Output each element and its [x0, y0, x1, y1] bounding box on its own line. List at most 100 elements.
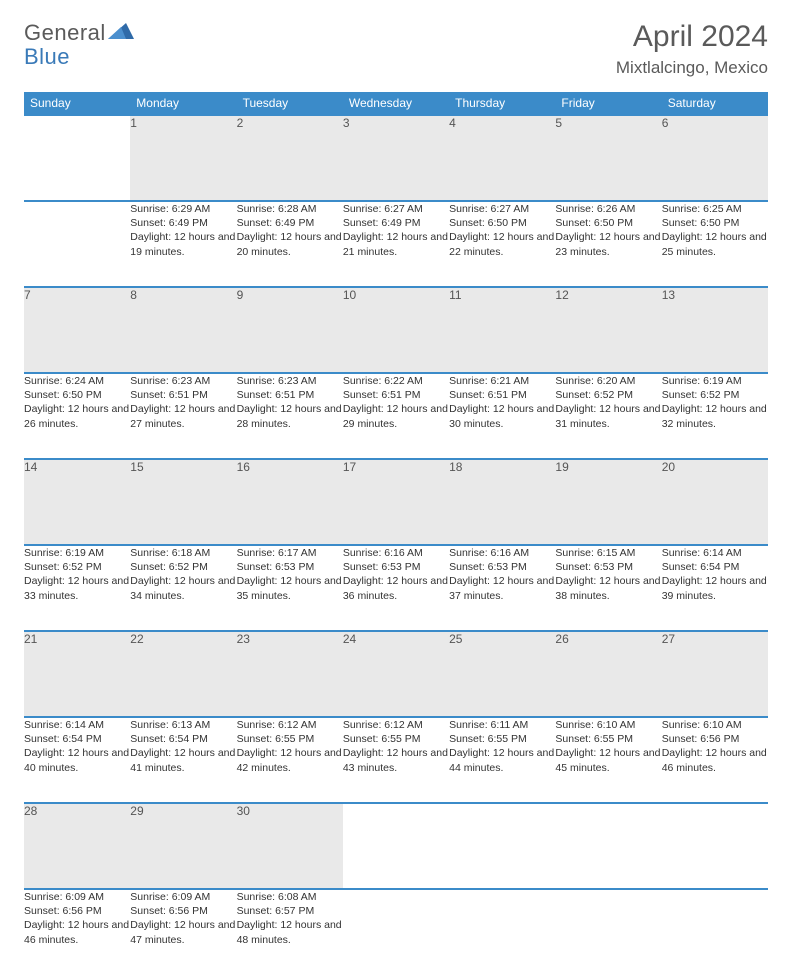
day-cell: Sunrise: 6:19 AMSunset: 6:52 PMDaylight:…	[24, 545, 130, 631]
day-content-row: Sunrise: 6:09 AMSunset: 6:56 PMDaylight:…	[24, 889, 768, 975]
day-content-row: Sunrise: 6:14 AMSunset: 6:54 PMDaylight:…	[24, 717, 768, 803]
day-cell: Sunrise: 6:17 AMSunset: 6:53 PMDaylight:…	[237, 545, 343, 631]
day-number: 5	[555, 115, 661, 201]
day-number: 6	[662, 115, 768, 201]
day-cell-line: Daylight: 12 hours and 26 minutes.	[24, 402, 130, 430]
day-cell-line: Sunset: 6:52 PM	[130, 560, 236, 574]
day-cell: Sunrise: 6:15 AMSunset: 6:53 PMDaylight:…	[555, 545, 661, 631]
day-cell-line: Sunset: 6:56 PM	[24, 904, 130, 918]
day-number-row: 282930	[24, 803, 768, 889]
day-number: 13	[662, 287, 768, 373]
calendar-header-row: SundayMondayTuesdayWednesdayThursdayFrid…	[24, 92, 768, 115]
day-cell: Sunrise: 6:28 AMSunset: 6:49 PMDaylight:…	[237, 201, 343, 287]
day-cell-line: Sunrise: 6:28 AM	[237, 202, 343, 216]
day-cell-line: Sunrise: 6:14 AM	[662, 546, 768, 560]
day-cell-line: Daylight: 12 hours and 34 minutes.	[130, 574, 236, 602]
day-cell-line: Sunrise: 6:23 AM	[237, 374, 343, 388]
day-number: 11	[449, 287, 555, 373]
day-number: 20	[662, 459, 768, 545]
day-cell-line: Daylight: 12 hours and 41 minutes.	[130, 746, 236, 774]
day-cell-line: Sunset: 6:49 PM	[237, 216, 343, 230]
day-number: 2	[237, 115, 343, 201]
day-cell-line: Daylight: 12 hours and 44 minutes.	[449, 746, 555, 774]
day-cell-line: Sunset: 6:53 PM	[449, 560, 555, 574]
day-number: 27	[662, 631, 768, 717]
logo-text-2: Blue	[24, 44, 70, 69]
day-header: Sunday	[24, 92, 130, 115]
day-cell-line: Sunrise: 6:09 AM	[24, 890, 130, 904]
day-number: 29	[130, 803, 236, 889]
day-cell-line: Sunrise: 6:12 AM	[343, 718, 449, 732]
day-cell-line: Sunset: 6:55 PM	[343, 732, 449, 746]
day-cell-line: Sunrise: 6:16 AM	[343, 546, 449, 560]
day-cell-line: Sunset: 6:55 PM	[449, 732, 555, 746]
day-number: 10	[343, 287, 449, 373]
day-cell-line: Sunset: 6:51 PM	[237, 388, 343, 402]
day-cell-line: Sunset: 6:52 PM	[24, 560, 130, 574]
day-cell: Sunrise: 6:10 AMSunset: 6:55 PMDaylight:…	[555, 717, 661, 803]
day-cell-line: Sunrise: 6:29 AM	[130, 202, 236, 216]
day-cell-line: Daylight: 12 hours and 29 minutes.	[343, 402, 449, 430]
day-content-row: Sunrise: 6:19 AMSunset: 6:52 PMDaylight:…	[24, 545, 768, 631]
day-cell-line: Sunrise: 6:12 AM	[237, 718, 343, 732]
logo-triangle-icon	[108, 21, 134, 46]
page-header: General April 2024 Mixtlalcingo, Mexico	[24, 20, 768, 78]
day-cell-line: Daylight: 12 hours and 47 minutes.	[130, 918, 236, 946]
day-number	[24, 115, 130, 201]
day-cell: Sunrise: 6:11 AMSunset: 6:55 PMDaylight:…	[449, 717, 555, 803]
day-cell: Sunrise: 6:21 AMSunset: 6:51 PMDaylight:…	[449, 373, 555, 459]
day-cell-line: Daylight: 12 hours and 39 minutes.	[662, 574, 768, 602]
day-header: Friday	[555, 92, 661, 115]
day-cell	[343, 889, 449, 975]
day-cell-line: Sunset: 6:51 PM	[449, 388, 555, 402]
day-number: 23	[237, 631, 343, 717]
day-number: 16	[237, 459, 343, 545]
day-number-row: 78910111213	[24, 287, 768, 373]
day-cell-line: Sunrise: 6:21 AM	[449, 374, 555, 388]
day-cell-line: Daylight: 12 hours and 19 minutes.	[130, 230, 236, 258]
calendar-table: SundayMondayTuesdayWednesdayThursdayFrid…	[24, 92, 768, 975]
day-header: Thursday	[449, 92, 555, 115]
day-number: 12	[555, 287, 661, 373]
day-number: 18	[449, 459, 555, 545]
title-block: April 2024 Mixtlalcingo, Mexico	[616, 20, 768, 78]
day-number: 9	[237, 287, 343, 373]
day-cell-line: Daylight: 12 hours and 36 minutes.	[343, 574, 449, 602]
day-cell-line: Daylight: 12 hours and 46 minutes.	[24, 918, 130, 946]
logo-text-1: General	[24, 20, 106, 46]
day-cell-line: Sunset: 6:51 PM	[130, 388, 236, 402]
day-cell-line: Sunset: 6:52 PM	[662, 388, 768, 402]
day-cell-line: Sunset: 6:56 PM	[662, 732, 768, 746]
day-number: 28	[24, 803, 130, 889]
day-cell-line: Daylight: 12 hours and 25 minutes.	[662, 230, 768, 258]
day-cell-line: Sunset: 6:57 PM	[237, 904, 343, 918]
day-cell-line: Daylight: 12 hours and 20 minutes.	[237, 230, 343, 258]
day-cell-line: Sunset: 6:51 PM	[343, 388, 449, 402]
day-cell-line: Sunrise: 6:15 AM	[555, 546, 661, 560]
day-cell-line: Daylight: 12 hours and 21 minutes.	[343, 230, 449, 258]
day-cell-line: Sunset: 6:55 PM	[237, 732, 343, 746]
day-cell-line: Daylight: 12 hours and 43 minutes.	[343, 746, 449, 774]
day-number: 21	[24, 631, 130, 717]
location-label: Mixtlalcingo, Mexico	[616, 58, 768, 78]
day-cell-line: Sunset: 6:50 PM	[24, 388, 130, 402]
day-cell: Sunrise: 6:12 AMSunset: 6:55 PMDaylight:…	[237, 717, 343, 803]
day-cell: Sunrise: 6:14 AMSunset: 6:54 PMDaylight:…	[662, 545, 768, 631]
day-number: 4	[449, 115, 555, 201]
day-cell-line: Sunrise: 6:11 AM	[449, 718, 555, 732]
day-cell: Sunrise: 6:25 AMSunset: 6:50 PMDaylight:…	[662, 201, 768, 287]
day-cell: Sunrise: 6:13 AMSunset: 6:54 PMDaylight:…	[130, 717, 236, 803]
day-cell-line: Sunrise: 6:14 AM	[24, 718, 130, 732]
day-cell: Sunrise: 6:14 AMSunset: 6:54 PMDaylight:…	[24, 717, 130, 803]
day-cell: Sunrise: 6:18 AMSunset: 6:52 PMDaylight:…	[130, 545, 236, 631]
day-cell-line: Daylight: 12 hours and 23 minutes.	[555, 230, 661, 258]
day-cell-line: Sunrise: 6:27 AM	[343, 202, 449, 216]
day-cell	[24, 201, 130, 287]
day-number	[449, 803, 555, 889]
day-cell: Sunrise: 6:16 AMSunset: 6:53 PMDaylight:…	[343, 545, 449, 631]
day-cell-line: Daylight: 12 hours and 33 minutes.	[24, 574, 130, 602]
day-cell: Sunrise: 6:23 AMSunset: 6:51 PMDaylight:…	[130, 373, 236, 459]
day-cell	[662, 889, 768, 975]
day-cell-line: Daylight: 12 hours and 42 minutes.	[237, 746, 343, 774]
day-header: Monday	[130, 92, 236, 115]
